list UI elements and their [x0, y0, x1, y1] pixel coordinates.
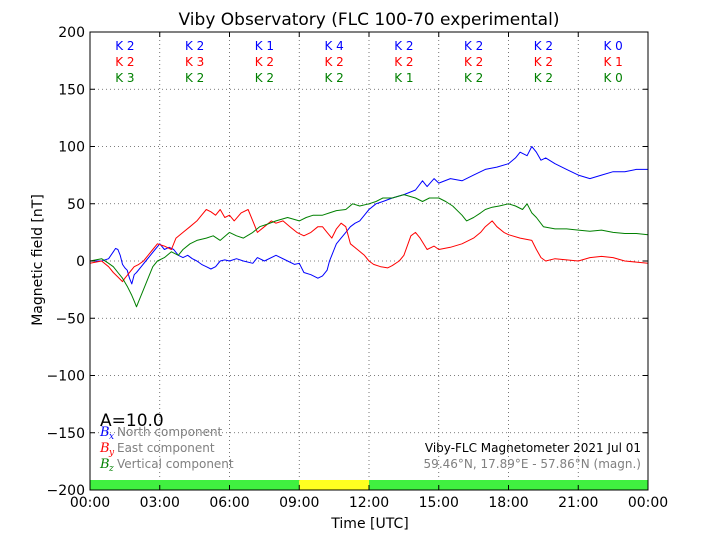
series-line-east	[89, 209, 649, 283]
k-index-north: K 4	[324, 39, 343, 53]
y-tick-label: −100	[47, 369, 85, 385]
x-tick-label: 21:00	[558, 495, 598, 511]
k-index-row-east: K 2 K 3 K 2 K 2 K 2 K 2 K 2 K 1	[115, 55, 623, 69]
legend-label-north: North component	[117, 425, 223, 439]
station-info: Viby-FLC Magnetometer 2021 Jul 01	[425, 441, 641, 455]
y-tick-label: −200	[47, 483, 85, 499]
k-index-vertical: K 2	[324, 71, 343, 85]
legend-subscript-east: y	[108, 448, 115, 458]
k-index-row-vertical: K 3 K 2 K 2 K 2 K 1 K 2 K 2 K 0	[115, 71, 623, 85]
k-index-vertical: K 3	[115, 71, 134, 85]
y-tick-labels: −200 −150 −100 −50 0 50 100 150 200	[47, 25, 85, 499]
k-index-north: K 2	[534, 39, 553, 53]
k-index-vertical: K 2	[185, 71, 204, 85]
k-index-east: K 2	[115, 55, 134, 69]
k-index-north: K 2	[464, 39, 483, 53]
k-index-east: K 2	[394, 55, 413, 69]
y-tick-label: −50	[55, 311, 85, 327]
k-index-north: K 2	[115, 39, 134, 53]
x-tick-label: 03:00	[140, 495, 180, 511]
a-index: A=10.0	[100, 411, 164, 431]
k-index-north: K 2	[394, 39, 413, 53]
x-tick-label: 00:00	[70, 495, 110, 511]
y-tick-label: 50	[67, 197, 85, 213]
x-tick-label: 09:00	[279, 495, 319, 511]
k-index-vertical: K 2	[464, 71, 483, 85]
k-index-east: K 2	[534, 55, 553, 69]
k-index-east: K 3	[185, 55, 204, 69]
x-tick-label: 06:00	[209, 495, 249, 511]
x-tick-label: 18:00	[488, 495, 528, 511]
legend-label-vertical: Vertical component	[117, 457, 234, 471]
k-index-east: K 2	[464, 55, 483, 69]
activity-segment	[90, 480, 300, 490]
y-tick-label: −150	[47, 426, 85, 442]
k-index-north: K 2	[185, 39, 204, 53]
k-index-vertical: K 0	[603, 71, 622, 85]
y-tick-label: 200	[58, 25, 85, 41]
legend-symbol-north: B	[99, 425, 110, 440]
k-index-east: K 2	[255, 55, 274, 69]
y-axis-label: Magnetic field [nT]	[30, 194, 46, 326]
x-tick-label: 12:00	[349, 495, 389, 511]
x-tick-labels: 00:00 03:00 06:00 09:00 12:00 15:00 18:00 21:00…	[70, 495, 668, 511]
legend-label-east: East component	[117, 441, 215, 455]
k-index-vertical: K 1	[394, 71, 413, 85]
legend-symbol-vertical: B	[99, 457, 110, 472]
k-index-north: K 0	[603, 39, 622, 53]
k-index-vertical: K 2	[534, 71, 553, 85]
k-index-vertical: K 2	[255, 71, 274, 85]
legend-symbol-east: B	[99, 441, 110, 456]
legend-entry-east: B y East component	[99, 441, 215, 458]
k-index-east: K 1	[603, 55, 622, 69]
x-tick-label: 15:00	[419, 495, 459, 511]
axis-ticks	[89, 31, 649, 491]
series-line-vertical	[89, 194, 649, 308]
station-coordinates: 59.46°N, 17.89°E - 57.86°N (magn.)	[424, 457, 641, 471]
legend: B x North component B y East component B…	[99, 425, 234, 474]
legend-subscript-vertical: z	[108, 464, 114, 474]
chart-title: Viby Observatory (FLC 100-70 experimenta…	[179, 10, 560, 30]
k-index-row-north: K 2 K 2 K 1 K 4 K 2 K 2 K 2 K 0	[115, 39, 623, 53]
k-index-north: K 1	[255, 39, 274, 53]
x-tick-label: 00:00	[628, 495, 668, 511]
activity-segment	[299, 480, 369, 490]
legend-subscript-north: x	[109, 432, 114, 442]
y-tick-label: 100	[58, 140, 85, 156]
y-tick-label: 150	[58, 82, 85, 98]
k-index-east: K 2	[324, 55, 343, 69]
legend-entry-north: B x North component	[99, 425, 223, 442]
legend-entry-vertical: B z Vertical component	[99, 457, 234, 474]
series-line-north	[90, 146, 648, 285]
y-tick-label: 0	[76, 254, 85, 270]
series-layer	[89, 146, 649, 308]
x-axis-label: Time [UTC]	[330, 516, 408, 532]
